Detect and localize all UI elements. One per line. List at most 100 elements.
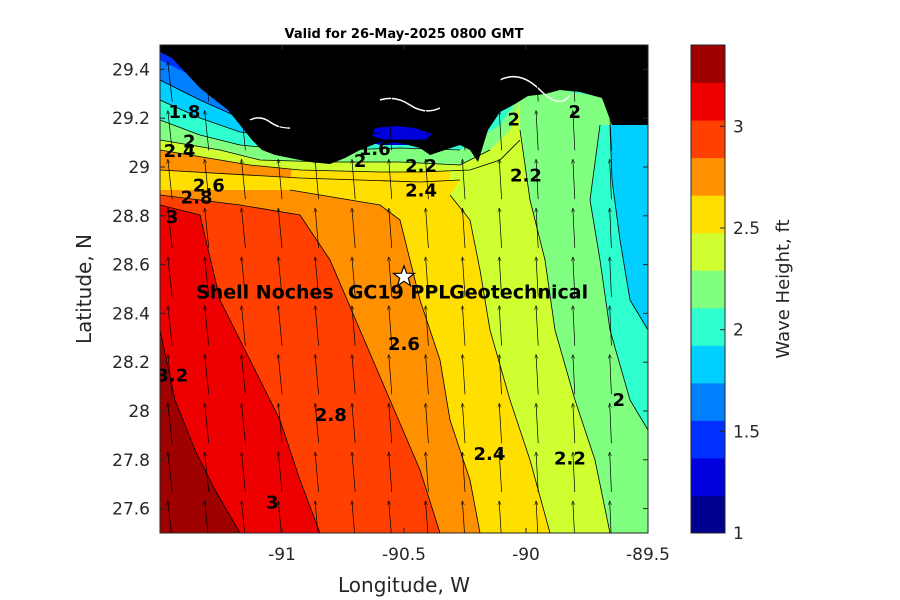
- wave-direction-arrow: [315, 257, 319, 297]
- wave-direction-arrow: [536, 62, 539, 102]
- wave-direction-arrow: [168, 208, 173, 249]
- contour-label: 2.8: [181, 188, 213, 209]
- wave-direction-arrow: [573, 257, 576, 297]
- wave-direction-arrow: [610, 62, 612, 102]
- colorbar-segment: [691, 195, 725, 234]
- wave-direction-arrow: [352, 452, 356, 493]
- wave-direction-arrow: [278, 403, 283, 444]
- wave-direction-arrow: [241, 257, 246, 297]
- wave-direction-arrow: [352, 306, 356, 346]
- wave-direction-arrow: [389, 110, 393, 151]
- wave-direction-arrow: [610, 354, 612, 395]
- wave-direction-arrow: [462, 110, 466, 151]
- y-tick-label: 29: [128, 158, 150, 178]
- wave-band-1.6-1.8: [610, 125, 648, 330]
- wave-direction-arrow: [499, 62, 502, 102]
- x-tick-label: -90: [512, 545, 540, 565]
- wave-direction-arrow: [573, 110, 576, 151]
- wave-direction-arrow: [536, 452, 539, 493]
- wave-direction-arrow: [499, 403, 502, 444]
- wave-direction-arrow: [315, 452, 319, 493]
- contour-label: 2.4: [405, 180, 437, 201]
- coastline-detail: [249, 117, 291, 129]
- wave-direction-arrow: [426, 501, 429, 533]
- y-tick-label: 28.8: [112, 207, 150, 227]
- contour-label: 1.8: [168, 102, 200, 123]
- wave-direction-arrow: [536, 501, 538, 533]
- wave-direction-arrow: [389, 306, 393, 346]
- contour-label: 2.2: [405, 156, 437, 177]
- wave-direction-arrow: [610, 159, 612, 200]
- colorbar: [690, 44, 726, 534]
- wave-direction-arrow: [278, 501, 282, 533]
- wave-direction-arrow: [610, 452, 612, 493]
- colorbar-segment: [691, 120, 725, 159]
- x-tick-label: -90.5: [382, 545, 426, 565]
- wave-direction-arrow: [389, 159, 393, 200]
- contour-label: 1.6: [359, 139, 391, 160]
- wave-direction-arrows: [168, 62, 612, 533]
- contour-label: 3.2: [156, 366, 188, 387]
- wave-direction-arrow: [278, 110, 283, 151]
- y-tick-label: 27.8: [112, 451, 150, 471]
- y-tick-label: 28.4: [112, 304, 150, 324]
- wave-direction-arrow: [205, 403, 210, 444]
- wave-direction-arrow: [352, 354, 356, 395]
- wave-direction-arrow: [315, 354, 319, 395]
- coastline-detail: [499, 75, 571, 103]
- wave-direction-arrow: [315, 208, 319, 249]
- wave-direction-arrow: [168, 62, 173, 102]
- wave-direction-arrow: [536, 110, 539, 151]
- wave-direction-arrow: [462, 257, 466, 297]
- wave-direction-arrow: [610, 257, 612, 297]
- contour-label: 2.8: [315, 405, 347, 426]
- wave-direction-arrow: [389, 208, 393, 249]
- wave-direction-arrow: [315, 159, 319, 200]
- colorbar-segment: [691, 270, 725, 309]
- wave-direction-arrow: [573, 306, 576, 346]
- wave-direction-arrow: [168, 403, 173, 444]
- y-tick-label: 28.6: [112, 256, 150, 276]
- wave-direction-arrow: [168, 159, 173, 200]
- wave-direction-arrow: [610, 501, 612, 533]
- wave-direction-arrow: [241, 110, 246, 151]
- wave-direction-arrow: [426, 403, 429, 444]
- wave-direction-arrow: [573, 62, 576, 102]
- wave-direction-arrow: [499, 159, 502, 200]
- wave-direction-arrow: [241, 501, 245, 533]
- wave-direction-arrow: [462, 501, 465, 533]
- wave-direction-arrow: [241, 306, 246, 346]
- wave-direction-arrow: [536, 208, 539, 249]
- wave-direction-arrow: [610, 110, 612, 151]
- wave-direction-arrow: [168, 110, 173, 151]
- wave-direction-arrow: [426, 257, 429, 297]
- y-axis-label: Latitude, N: [72, 234, 96, 344]
- contour-label: 2: [508, 110, 521, 131]
- contour-label: 2.6: [388, 334, 420, 355]
- wave-direction-arrow: [462, 452, 466, 493]
- wave-direction-arrow: [315, 403, 319, 444]
- wave-direction-arrow: [426, 208, 429, 249]
- site-label: GC19 PPL: [348, 281, 451, 303]
- wave-direction-arrow: [278, 257, 283, 297]
- wave-band-nearshore-2.4-2.6: [160, 170, 460, 195]
- wave-direction-arrow: [278, 62, 283, 102]
- wave-direction-arrow: [536, 257, 539, 297]
- wave-direction-arrow: [315, 62, 319, 102]
- colorbar-segment: [691, 82, 725, 121]
- colorbar-tick-label: 2.5: [733, 219, 760, 239]
- colorbar-tick-label: 1: [733, 524, 744, 544]
- wave-direction-arrow: [205, 257, 210, 297]
- wave-direction-arrow: [426, 306, 429, 346]
- y-axis-ticks: 27.6 27.8 28 28.2 28.4 28.6 28.8 29 29.2 29.4: [112, 60, 648, 520]
- y-tick-label: 29.4: [112, 60, 150, 80]
- y-tick-label: 27.6: [112, 500, 150, 520]
- wave-direction-arrow: [573, 501, 575, 533]
- wave-direction-arrow: [278, 452, 283, 493]
- wave-direction-arrow: [573, 159, 576, 200]
- wave-direction-arrow: [278, 354, 283, 395]
- star-marker: [391, 263, 417, 288]
- plot-area: 1.822.42.62.831.62 2.22.42 22.22.63.22.832…: [156, 45, 648, 533]
- wave-direction-arrow: [462, 62, 466, 102]
